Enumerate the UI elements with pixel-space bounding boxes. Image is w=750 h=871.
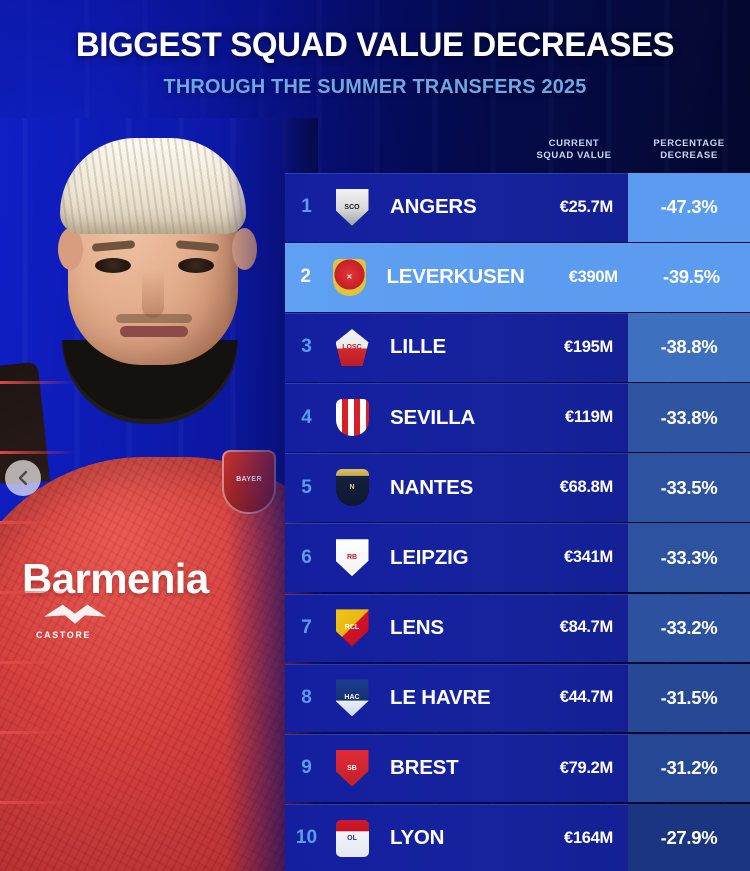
lille-crest: LOSC xyxy=(335,328,369,366)
player-nose xyxy=(142,270,164,318)
row-percentage-decrease: -33.2% xyxy=(628,593,750,663)
row-squad-value: €79.2M xyxy=(559,758,614,777)
row-squad-value: €84.7M xyxy=(559,618,614,637)
leipzig-crest: RB xyxy=(335,539,369,577)
table-row[interactable]: 3 LOSC LILLE €195M -38.8% xyxy=(0,313,750,384)
player-eye-right xyxy=(178,258,214,273)
table-row[interactable]: 4 SEVILLA €119M -33.8% xyxy=(0,383,750,454)
row-crest-cell: RB xyxy=(328,523,376,592)
row-crest-cell: HAC xyxy=(328,664,376,733)
row-percentage-decrease: -47.3% xyxy=(628,173,750,242)
jersey-sponsor-text: Barmenia xyxy=(22,555,209,602)
row-rank: 9 xyxy=(301,757,312,779)
row-crest-cell: SB xyxy=(328,734,376,803)
row-crest-cell xyxy=(328,383,376,452)
row-squad-value: €164M xyxy=(564,828,613,847)
row-percentage-decrease: -31.2% xyxy=(628,733,750,803)
le-havre-crest: HAC xyxy=(335,679,369,717)
player-moustache xyxy=(116,314,192,323)
table-row[interactable]: 8 HAC LE HAVRE €44.7M -31.5% xyxy=(0,663,750,735)
chevron-left-icon xyxy=(18,470,28,486)
row-crest-cell: OL xyxy=(328,804,376,871)
row-rank: 4 xyxy=(301,406,312,428)
header: BIGGEST SQUAD VALUE DECREASES THROUGH TH… xyxy=(0,26,750,99)
row-percentage-decrease: -33.5% xyxy=(628,453,750,522)
row-rank: 1 xyxy=(301,196,312,218)
nantes-crest: N xyxy=(335,469,369,507)
row-percentage-decrease: -27.9% xyxy=(628,803,750,871)
table-row[interactable]: 10 OL LYON €164M -27.9% xyxy=(285,803,750,871)
player-mouth xyxy=(120,326,188,337)
row-squad-value: €44.7M xyxy=(559,688,614,707)
page-title: BIGGEST SQUAD VALUE DECREASES xyxy=(75,26,675,64)
table-row[interactable]: 2 ✕ LEVERKUSEN €390M -39.5% xyxy=(285,243,750,312)
row-rank: 8 xyxy=(301,686,312,708)
row-team-name: ANGERS xyxy=(390,195,477,219)
row-percentage-decrease: -38.8% xyxy=(628,313,750,382)
player-eye-left xyxy=(95,258,131,273)
row-team-name: LYON xyxy=(390,826,445,850)
row-crest-cell: RCL xyxy=(328,594,376,663)
row-rank: 10 xyxy=(295,827,318,849)
row-squad-value: €390M xyxy=(568,267,618,286)
row-squad-value: €25.7M xyxy=(559,197,614,216)
jersey-brand-text: CASTORE xyxy=(36,630,92,640)
row-crest-cell: N xyxy=(328,453,376,522)
lens-crest: RCL xyxy=(335,609,369,647)
row-team-name: LEIPZIG xyxy=(390,545,469,569)
row-team-name: NANTES xyxy=(390,475,474,499)
row-crest-cell: SCO xyxy=(328,173,376,242)
row-percentage-decrease: -39.5% xyxy=(632,243,750,312)
row-rank: 5 xyxy=(301,476,312,498)
row-rank: 3 xyxy=(301,336,312,358)
table-row[interactable]: 6 RB LEIPZIG €341M -33.3% xyxy=(0,523,750,595)
row-squad-value: €195M xyxy=(564,337,613,356)
row-percentage-decrease: -33.3% xyxy=(628,523,750,593)
row-rank: 7 xyxy=(301,616,312,638)
row-squad-value: €119M xyxy=(564,408,613,427)
row-percentage-decrease: -31.5% xyxy=(628,663,750,733)
row-rank: 6 xyxy=(301,546,312,568)
lyon-crest: OL xyxy=(335,819,369,857)
row-rank: 2 xyxy=(300,266,311,288)
column-headers: CURRENT SQUAD VALUE PERCENTAGE DECREASE xyxy=(520,138,750,172)
row-team-name: LE HAVRE xyxy=(390,685,491,709)
row-crest-cell: LOSC xyxy=(328,313,376,382)
column-header-squad-value-line2: SQUAD VALUE xyxy=(536,150,612,161)
row-team-name: LENS xyxy=(390,615,444,639)
row-team-name: LEVERKUSEN xyxy=(386,265,525,289)
row-team-name: LILLE xyxy=(390,335,446,359)
row-crest-cell: ✕ xyxy=(326,243,372,312)
column-header-percentage: PERCENTAGE DECREASE xyxy=(628,138,750,172)
brest-crest: SB xyxy=(335,749,369,787)
table-row[interactable]: 9 SB BREST €79.2M -31.2% xyxy=(0,733,750,805)
table-row[interactable]: 5 N NANTES €68.8M -33.5% xyxy=(0,453,750,524)
page-subtitle: THROUGH THE SUMMER TRANSFERS 2025 xyxy=(163,74,587,98)
row-team-name: BREST xyxy=(390,756,459,780)
previous-slide-button[interactable] xyxy=(5,460,41,496)
column-header-percentage-line2: DECREASE xyxy=(660,150,718,161)
column-header-squad-value-line1: CURRENT xyxy=(548,138,600,149)
angers-crest: SCO xyxy=(335,188,369,226)
row-squad-value: €341M xyxy=(564,548,613,567)
column-header-percentage-line1: PERCENTAGE xyxy=(653,138,725,149)
row-team-name: SEVILLA xyxy=(390,405,476,429)
column-header-squad-value: CURRENT SQUAD VALUE xyxy=(520,138,628,172)
table-row[interactable]: 7 RCL LENS €84.7M -33.2% xyxy=(0,593,750,665)
ranking-table: 1 SCO ANGERS €25.7M -47.3% 2 ✕ LEVERKUSEN €390M -… xyxy=(0,173,750,871)
row-squad-value: €68.8M xyxy=(559,478,614,497)
player-photo: BAYER Barmenia CASTORE xyxy=(0,118,318,871)
table-row[interactable]: 1 SCO ANGERS €25.7M -47.3% xyxy=(285,173,750,242)
leverkusen-crest: ✕ xyxy=(332,258,366,296)
sevilla-crest xyxy=(335,399,369,437)
player-ear-left xyxy=(58,228,83,270)
row-percentage-decrease: -33.8% xyxy=(628,383,750,452)
